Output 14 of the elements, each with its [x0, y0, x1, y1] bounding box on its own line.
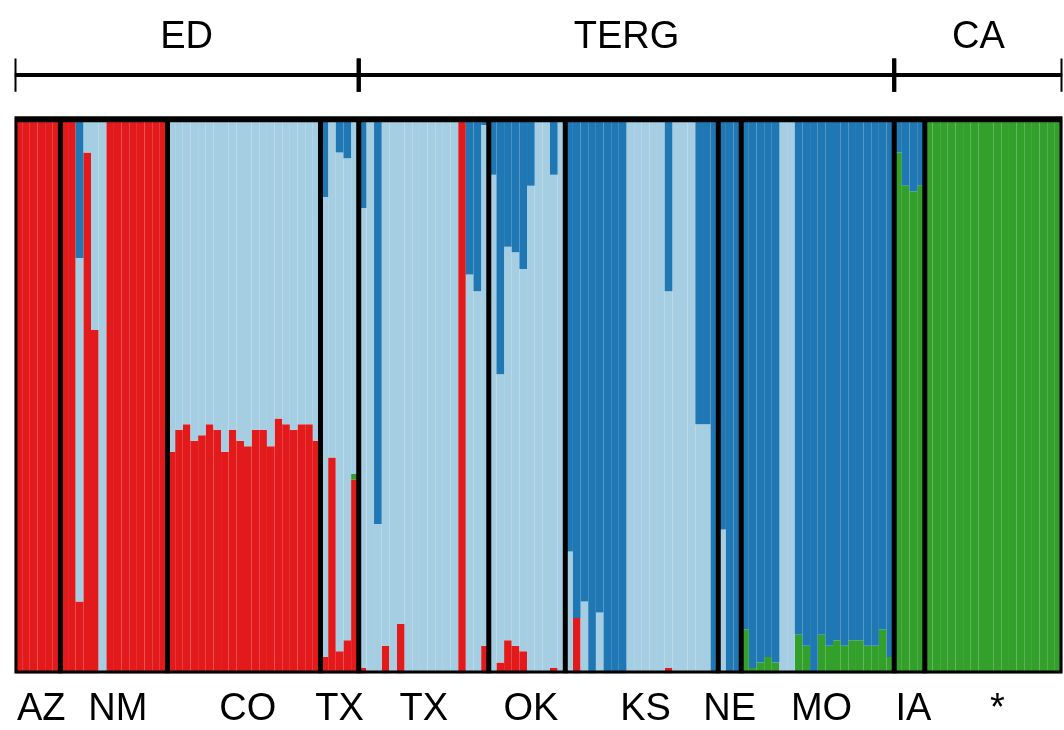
- text: ED: [160, 13, 214, 56]
- x-tick-label: *: [990, 685, 1006, 728]
- x-tick-label: MO: [790, 685, 853, 728]
- x-tick-label: CO: [219, 685, 277, 728]
- x-tick-label: KS: [620, 685, 671, 728]
- text: TERG: [573, 13, 680, 56]
- x-tick-label: NE: [703, 685, 757, 728]
- x-tick-label: AZ: [16, 685, 66, 728]
- x-tick-label: TX: [399, 685, 449, 728]
- x-tick-label: IA: [895, 685, 932, 728]
- x-tick-label: TX: [315, 685, 364, 728]
- x-tick-label: NM: [88, 685, 148, 728]
- x-tick-label: OK: [503, 685, 559, 728]
- text: CA: [951, 13, 1006, 56]
